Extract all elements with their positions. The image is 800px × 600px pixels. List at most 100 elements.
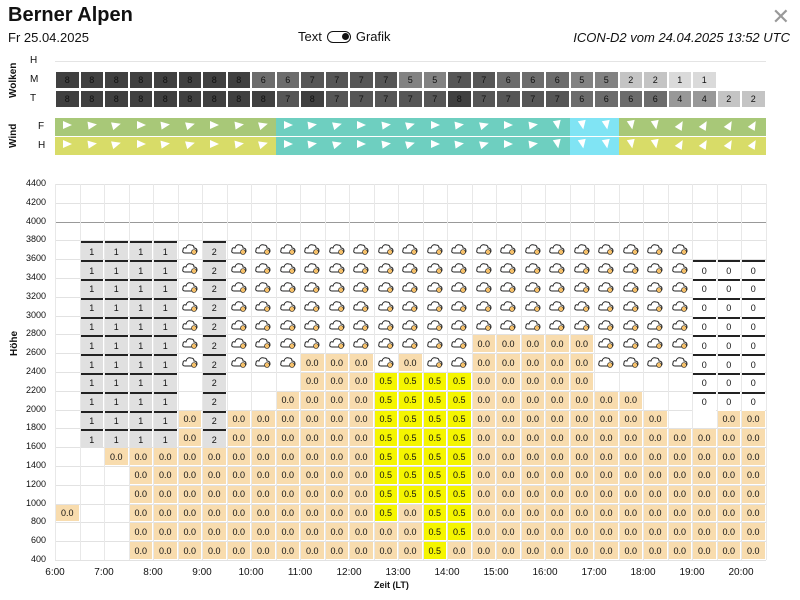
precip-cell: 0.0 (644, 485, 667, 503)
precip-cell: 0.0 (178, 448, 201, 465)
precip-cell: 0.0 (178, 410, 201, 428)
toggle-switch[interactable] (326, 30, 351, 43)
precip-cell: 0.0 (178, 429, 201, 447)
close-icon[interactable]: ✕ (771, 4, 790, 29)
cloud-cell: 8 (227, 72, 250, 88)
precip-cell: 0.0 (595, 542, 618, 559)
cloud-cell: 7 (325, 91, 348, 107)
precip-cell: 0.5 (423, 373, 446, 390)
cloud-icon (671, 280, 688, 293)
cloud-cell: 6 (252, 72, 275, 88)
wind-cell (741, 137, 766, 155)
wind-cell (226, 118, 251, 136)
precip-cell: 0.0 (203, 485, 226, 503)
wind-arrow-icon (380, 120, 392, 130)
cloud-icon (353, 318, 369, 331)
precip-cell: 0.0 (129, 504, 152, 522)
grid-line (55, 278, 766, 279)
cloud-row-label: T (30, 93, 37, 104)
precip-cell: 0.0 (619, 542, 642, 559)
wind-cell (496, 137, 521, 155)
wind-cell (471, 137, 496, 155)
wind-arrow-icon (504, 140, 513, 148)
y-tick-label: 3800 (25, 234, 46, 245)
precip-cell: 0.0 (546, 504, 569, 522)
precip-cell: 0.0 (497, 429, 520, 447)
wind-arrow-icon (405, 119, 416, 131)
wind-cell (692, 137, 717, 155)
cloud-icon (255, 242, 271, 256)
cloud-layer-cell: 1 (154, 279, 177, 298)
precip-cell: 0.0 (717, 467, 740, 484)
wind-cell (324, 137, 349, 155)
cloud-icon (377, 261, 394, 274)
precip-cell: 0.0 (570, 335, 593, 353)
precip-cell: 0.0 (742, 485, 765, 503)
cloud-layer-cell: 1 (154, 391, 177, 411)
cloud-cell: 8 (154, 91, 177, 107)
cloud-icon (475, 242, 492, 256)
cloud-icon (377, 336, 394, 350)
precip-cell: 0.0 (350, 410, 373, 428)
cloud-layer-cell: 0 (693, 279, 716, 298)
cloud-icon (647, 299, 663, 312)
x-tick-label: 8:00 (143, 567, 163, 578)
grid-vline (496, 184, 497, 560)
cloud-layer-cell: 2 (203, 391, 226, 411)
cloud-layer-cell: 1 (80, 429, 103, 449)
cloud-layer-cell: 0 (742, 260, 765, 279)
cloud-icon (573, 318, 590, 331)
cloud-cell: 7 (472, 91, 495, 107)
cloud-layer-cell: 0 (742, 316, 765, 336)
wind-arrow-icon (698, 119, 711, 131)
cloud-cell: 8 (105, 72, 128, 88)
precip-cell: 0.0 (252, 429, 275, 447)
cloud-icon (328, 242, 345, 256)
precip-cell: 0.0 (619, 504, 642, 522)
precip-cell: 0.0 (595, 504, 618, 522)
wind-cell (398, 118, 423, 136)
wind-arrow-icon (160, 139, 171, 149)
precip-cell: 0.0 (619, 523, 642, 541)
wind-cell (79, 137, 104, 155)
cloud-layer-cell: 1 (80, 391, 103, 411)
wind-cell (275, 118, 300, 136)
wind-arrow-icon (478, 119, 490, 131)
cloud-icon (279, 318, 296, 331)
cloud-icon (255, 318, 271, 331)
precip-cell: 0.5 (448, 373, 471, 390)
y-tick-label: 1800 (25, 422, 46, 433)
precip-cell: 0.0 (521, 504, 544, 522)
view-toggle[interactable]: Text Grafik (298, 29, 391, 44)
precip-cell: 0.0 (546, 335, 569, 353)
cloud-cell: 8 (203, 72, 226, 88)
cloud-layer-cell: 1 (154, 335, 177, 355)
precip-cell: 0.0 (399, 504, 422, 522)
cloud-icon (230, 261, 247, 274)
precip-cell: 0.0 (203, 504, 226, 522)
cloud-layer-cell: 1 (129, 297, 152, 317)
cloud-icon (647, 280, 663, 293)
x-tick-label: 11:00 (287, 567, 313, 578)
cloud-layer-cell: 0 (693, 354, 716, 373)
cloud-icon (181, 318, 198, 331)
cloud-icon (598, 280, 614, 293)
cloud-layer-cell: 0 (693, 391, 716, 411)
cloud-icon (598, 355, 614, 368)
y-tick-label: 1200 (25, 478, 46, 489)
wind-cell (520, 137, 545, 155)
precip-cell: 0.5 (448, 467, 471, 484)
precip-cell: 0.5 (374, 429, 397, 447)
cloud-cell: 6 (276, 72, 299, 88)
precip-cell: 0.0 (644, 410, 667, 428)
precip-cell: 0.0 (497, 410, 520, 428)
cloud-icon (230, 280, 247, 293)
precip-cell: 0.0 (717, 542, 740, 559)
cloud-layer-cell: 1 (154, 260, 177, 279)
precip-cell: 0.0 (472, 504, 495, 522)
cloud-layer-cell: 1 (105, 391, 128, 411)
toggle-grafik-label: Grafik (355, 29, 391, 44)
cloud-icon (622, 355, 639, 368)
precip-cell: 0.0 (546, 542, 569, 559)
precip-cell: 0.0 (276, 429, 299, 447)
